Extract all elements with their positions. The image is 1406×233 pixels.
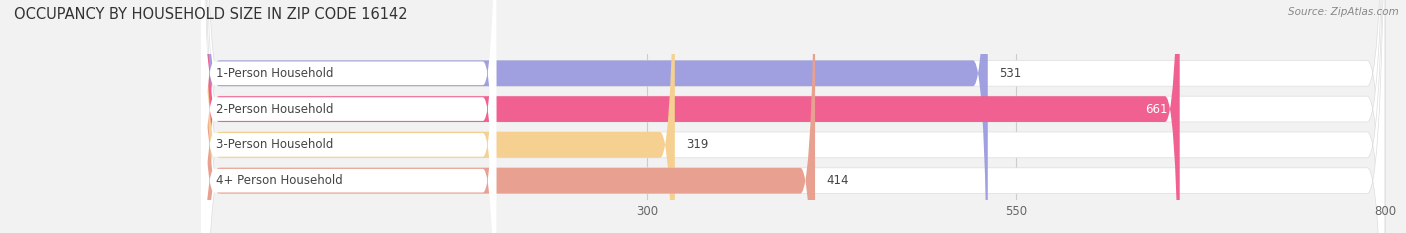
Text: 661: 661 — [1146, 103, 1168, 116]
FancyBboxPatch shape — [204, 0, 815, 233]
FancyBboxPatch shape — [201, 0, 496, 233]
Text: 531: 531 — [1000, 67, 1022, 80]
FancyBboxPatch shape — [204, 0, 1385, 233]
FancyBboxPatch shape — [204, 0, 675, 233]
FancyBboxPatch shape — [204, 0, 1385, 233]
Text: 2-Person Household: 2-Person Household — [215, 103, 333, 116]
Text: 319: 319 — [686, 138, 709, 151]
FancyBboxPatch shape — [204, 0, 1385, 233]
Text: 1-Person Household: 1-Person Household — [215, 67, 333, 80]
Text: Source: ZipAtlas.com: Source: ZipAtlas.com — [1288, 7, 1399, 17]
Text: OCCUPANCY BY HOUSEHOLD SIZE IN ZIP CODE 16142: OCCUPANCY BY HOUSEHOLD SIZE IN ZIP CODE … — [14, 7, 408, 22]
FancyBboxPatch shape — [204, 0, 1180, 233]
FancyBboxPatch shape — [204, 0, 1385, 233]
FancyBboxPatch shape — [201, 0, 496, 233]
FancyBboxPatch shape — [201, 0, 496, 233]
FancyBboxPatch shape — [204, 0, 988, 233]
Text: 3-Person Household: 3-Person Household — [215, 138, 333, 151]
Text: 414: 414 — [827, 174, 849, 187]
Text: 4+ Person Household: 4+ Person Household — [215, 174, 343, 187]
FancyBboxPatch shape — [201, 0, 496, 233]
